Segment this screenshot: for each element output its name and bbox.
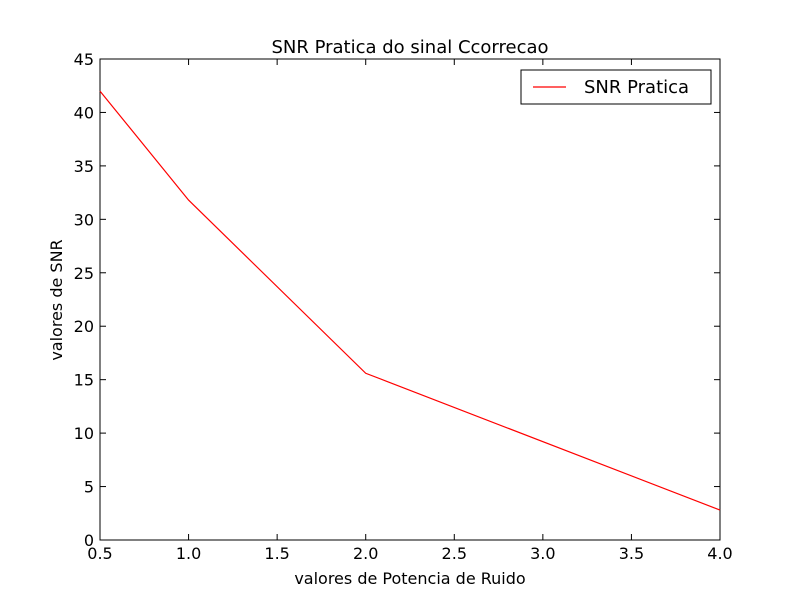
- x-axis-ticks: 0.5 1.0 1.5 2.0 2.5 3.0 3.5 4.0: [87, 59, 733, 563]
- plot-frame: [99, 58, 721, 541]
- legend: SNR Pratica: [520, 69, 712, 105]
- y-axis-ticks: 0 5 10 15 20 25 30 35 40 45: [74, 50, 720, 550]
- x-tick-label: 1.0: [176, 544, 201, 563]
- x-tick-label: 1.5: [264, 544, 289, 563]
- y-tick-label: 10: [74, 424, 94, 443]
- y-tick-label: 45: [74, 50, 94, 69]
- x-tick-label: 2.5: [442, 544, 467, 563]
- y-tick-label: 40: [74, 103, 94, 122]
- y-axis-label: valores de SNR: [47, 239, 66, 360]
- y-tick-label: 35: [74, 157, 94, 176]
- x-tick-label: 4.0: [707, 544, 732, 563]
- x-axis-label: valores de Potencia de Ruido: [294, 569, 525, 588]
- x-tick-label: 3.5: [619, 544, 644, 563]
- legend-label: SNR Pratica: [584, 77, 689, 98]
- x-tick-label: 0.5: [87, 544, 112, 563]
- x-tick-label: 2.0: [353, 544, 378, 563]
- series-line: [99, 90, 721, 511]
- chart-title: SNR Pratica do sinal Ccorrecao: [271, 37, 548, 58]
- y-tick-label: 25: [74, 264, 94, 283]
- y-tick-label: 30: [74, 210, 94, 229]
- y-tick-label: 0: [84, 531, 94, 550]
- y-tick-label: 5: [84, 478, 94, 497]
- series-layer: [99, 90, 721, 511]
- plot-area: [99, 58, 721, 541]
- y-tick-label: 15: [74, 371, 94, 390]
- y-tick-label: 20: [74, 317, 94, 336]
- x-tick-label: 3.0: [530, 544, 555, 563]
